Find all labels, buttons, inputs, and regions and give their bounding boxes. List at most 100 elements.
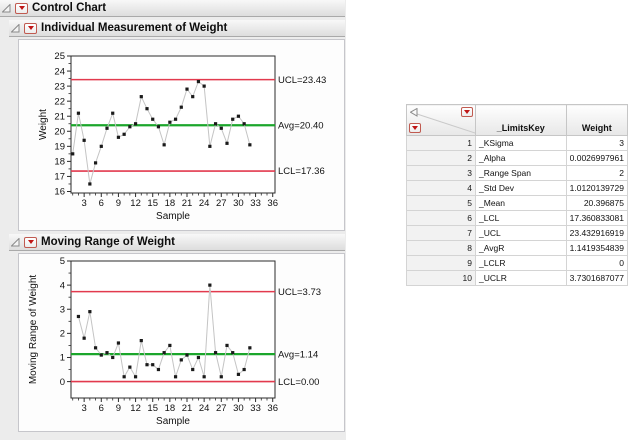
row-number-cell[interactable]: 9 (405, 255, 477, 271)
moving-range-data-point[interactable] (111, 355, 115, 360)
weight-value-cell[interactable]: 3 (565, 135, 628, 151)
moving-range-data-point[interactable] (248, 346, 252, 350)
row-number-cell[interactable]: 2 (405, 150, 477, 166)
moving-range-data-point[interactable] (88, 310, 92, 314)
individual-measurement-data-point[interactable] (185, 87, 189, 91)
moving-range-data-point[interactable] (173, 375, 178, 379)
limitskey-cell[interactable]: _LCL (475, 210, 567, 226)
limitskey-cell[interactable]: _AvgR (475, 240, 567, 256)
individual-measurement-data-point[interactable] (196, 79, 201, 84)
moving-range-data-point[interactable] (168, 343, 172, 348)
individual-measurement-data-point[interactable] (99, 144, 103, 148)
moving-range-data-point[interactable] (156, 367, 161, 372)
weight-value-cell[interactable]: 23.432916919 (565, 225, 628, 241)
moving-range-data-point[interactable] (242, 367, 246, 372)
limitskey-cell[interactable]: _Mean (475, 195, 567, 211)
limitskey-cell[interactable]: _UCLR (475, 270, 567, 286)
individual-measurement-data-point[interactable] (105, 126, 109, 130)
disclosure-triangle-icon[interactable] (2, 3, 11, 13)
individual-measurement-data-point[interactable] (225, 141, 229, 145)
individual-measurement-data-point[interactable] (162, 143, 166, 147)
individual-measurement-data-point[interactable] (133, 122, 138, 126)
moving-range-data-point[interactable] (82, 336, 86, 340)
row-number-cell[interactable]: 1 (405, 135, 477, 151)
red-triangle-menu-icon[interactable] (24, 236, 37, 248)
individual-measurement-data-point[interactable] (202, 84, 206, 88)
individual-measurement-data-point[interactable] (242, 122, 246, 126)
individual-measurement-data-point[interactable] (71, 152, 75, 156)
moving-range-data-point[interactable] (116, 341, 121, 345)
row-number-cell[interactable]: 8 (405, 240, 477, 256)
row-number-cell[interactable]: 7 (405, 225, 477, 241)
disclosure-triangle-icon[interactable] (11, 237, 20, 247)
individual-measurement-data-point[interactable] (191, 95, 195, 99)
individual-measurement-data-point[interactable] (111, 111, 115, 115)
moving-range-data-point[interactable] (139, 338, 143, 343)
individual-measurement-data-point[interactable] (93, 161, 98, 165)
moving-range-data-point[interactable] (185, 353, 189, 357)
weight-value-cell[interactable]: 17.360833081 (565, 210, 628, 226)
individual-measurement-data-point[interactable] (173, 117, 178, 121)
disclosure-triangle-icon[interactable] (11, 23, 20, 33)
moving-range-data-point[interactable] (179, 358, 183, 362)
individual-measurement-data-point[interactable] (116, 135, 121, 139)
rows-disclosure-triangle-icon[interactable] (410, 108, 418, 117)
row-number-cell[interactable]: 3 (405, 165, 477, 181)
individual-measurement-data-point[interactable] (128, 125, 132, 129)
moving-range-data-point[interactable] (93, 346, 98, 350)
row-number-cell[interactable]: 4 (405, 180, 477, 196)
weight-value-cell[interactable]: 3.7301687077 (565, 270, 628, 286)
individual-measurement-data-point[interactable] (76, 111, 81, 115)
individual-measurement-data-point[interactable] (208, 144, 212, 148)
moving-range-data-point[interactable] (202, 375, 206, 379)
moving-range-data-point[interactable] (225, 343, 229, 348)
individual-measurement-data-point[interactable] (248, 143, 252, 147)
weight-value-cell[interactable]: 0 (565, 255, 628, 271)
moving-range-data-point[interactable] (236, 372, 241, 376)
moving-range-data-point[interactable] (145, 363, 149, 367)
individual-measurement-data-point[interactable] (231, 117, 235, 121)
column-header-limitskey[interactable]: _LimitsKey (475, 104, 567, 136)
moving-range-data-point[interactable] (231, 351, 235, 355)
moving-range-data-point[interactable] (76, 314, 81, 319)
limitskey-cell[interactable]: _Std Dev (475, 180, 567, 196)
limitskey-cell[interactable]: _Range Span (475, 165, 567, 181)
weight-value-cell[interactable]: 2 (565, 165, 628, 181)
moving-range-data-point[interactable] (208, 283, 212, 287)
weight-value-cell[interactable]: 0.0026997961 (565, 150, 628, 166)
individual-measurement-data-point[interactable] (139, 95, 143, 99)
individual-measurement-data-point[interactable] (122, 132, 126, 136)
row-number-cell[interactable]: 5 (405, 195, 477, 211)
moving-range-data-point[interactable] (122, 375, 126, 379)
moving-range-data-point[interactable] (99, 353, 103, 357)
moving-range-data-point[interactable] (219, 375, 223, 379)
moving-range-data-point[interactable] (196, 355, 201, 360)
moving-range-data-point[interactable] (151, 363, 155, 367)
red-triangle-menu-icon[interactable] (24, 22, 37, 34)
columns-red-triangle-menu-icon[interactable] (461, 107, 474, 117)
rows-red-triangle-menu-icon[interactable] (409, 123, 421, 133)
limitskey-cell[interactable]: _Alpha (475, 150, 567, 166)
weight-value-cell[interactable]: 1.0120139729 (565, 180, 628, 196)
individual-measurement-data-point[interactable] (82, 138, 86, 142)
moving-range-data-point[interactable] (105, 351, 109, 355)
individual-measurement-data-point[interactable] (219, 126, 223, 130)
weight-value-cell[interactable]: 20.396875 (565, 195, 628, 211)
column-header-weight[interactable]: Weight (565, 104, 628, 136)
individual-measurement-data-point[interactable] (179, 105, 183, 109)
individual-measurement-data-point[interactable] (213, 122, 218, 126)
row-number-cell[interactable]: 6 (405, 210, 477, 226)
row-number-cell[interactable]: 10 (405, 270, 477, 286)
individual-measurement-data-point[interactable] (151, 117, 155, 121)
individual-measurement-data-point[interactable] (145, 107, 149, 111)
moving-range-data-point[interactable] (213, 351, 218, 355)
individual-measurement-data-point[interactable] (168, 120, 172, 124)
moving-range-data-point[interactable] (133, 375, 138, 379)
moving-range-data-point[interactable] (162, 351, 166, 355)
individual-measurement-data-point[interactable] (236, 114, 241, 118)
red-triangle-menu-icon[interactable] (15, 2, 28, 14)
limitskey-cell[interactable]: _LCLR (475, 255, 567, 271)
moving-range-data-point[interactable] (191, 367, 195, 372)
moving-range-data-point[interactable] (128, 365, 132, 369)
individual-measurement-data-point[interactable] (88, 182, 92, 186)
